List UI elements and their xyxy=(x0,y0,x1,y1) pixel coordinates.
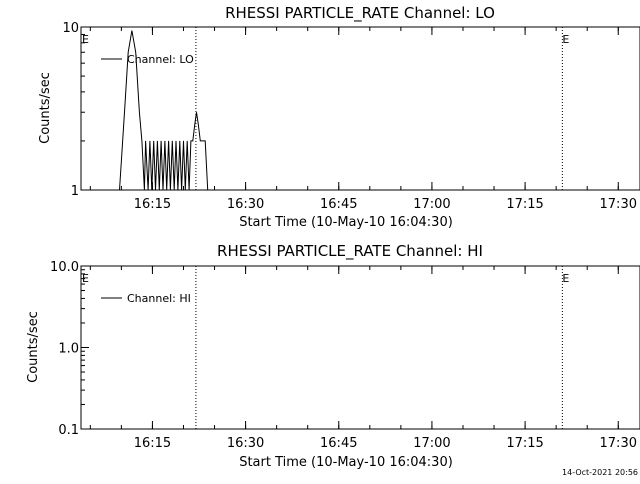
x-tick-label: 16:15 xyxy=(134,436,171,451)
event-marker: E xyxy=(82,33,89,46)
chart-title: RHESSI PARTICLE_RATE Channel: HI xyxy=(217,242,483,261)
x-tick-label: 16:30 xyxy=(227,197,264,212)
y-tick-label: 10 xyxy=(62,21,79,36)
x-tick-label: 17:00 xyxy=(413,436,450,451)
event-marker: E xyxy=(562,33,569,46)
y-tick-label: 10.0 xyxy=(50,260,79,275)
y-axis-label: Counts/sec xyxy=(26,311,41,383)
chart-title: RHESSI PARTICLE_RATE Channel: LO xyxy=(225,4,495,23)
plot-frame xyxy=(80,26,640,191)
panel-lo: RHESSI PARTICLE_RATE Channel: LO Counts/… xyxy=(38,4,640,230)
x-axis-ticks: 16:15 16:30 16:45 17:00 17:15 17:30 xyxy=(89,27,637,212)
legend: Channel: HI xyxy=(101,292,191,305)
event-marker: E xyxy=(562,272,569,285)
plot-frame xyxy=(80,265,640,430)
y-axis-label: Counts/sec xyxy=(38,72,53,144)
time-marker-group xyxy=(195,27,563,190)
x-axis-label: Start Time (10-May-10 16:04:30) xyxy=(239,215,453,230)
y-tick-label: 0.1 xyxy=(58,423,79,438)
x-tick-label: 16:30 xyxy=(227,436,264,451)
x-tick-label: 17:00 xyxy=(413,197,450,212)
series-group xyxy=(115,30,246,191)
legend-label: Channel: HI xyxy=(127,292,191,305)
y-tick-label: 1 xyxy=(71,184,79,199)
x-tick-label: 16:45 xyxy=(320,436,357,451)
legend-label: Channel: LO xyxy=(127,53,194,66)
x-tick-label: 16:15 xyxy=(134,197,171,212)
x-axis-ticks: 16:15 16:30 16:45 17:00 17:15 17:30 xyxy=(89,266,637,451)
y-tick-label: 1.0 xyxy=(58,342,79,357)
y-axis-ticks: 1 10 xyxy=(62,21,89,199)
event-marker: E xyxy=(82,272,89,285)
time-marker-group xyxy=(195,266,563,429)
x-tick-label: 17:15 xyxy=(506,197,543,212)
x-tick-label: 17:30 xyxy=(600,436,637,451)
generation-timestamp: 14-Oct-2021 20:56 xyxy=(562,468,638,477)
y-axis-ticks: 0.1 1.0 10.0 xyxy=(50,260,89,438)
x-tick-label: 16:45 xyxy=(320,197,357,212)
x-tick-label: 17:15 xyxy=(506,436,543,451)
legend: Channel: LO xyxy=(101,53,194,66)
series-line xyxy=(115,30,246,191)
x-axis-label: Start Time (10-May-10 16:04:30) xyxy=(239,455,453,470)
x-tick-label: 17:30 xyxy=(600,197,637,212)
panel-hi: RHESSI PARTICLE_RATE Channel: HI Counts/… xyxy=(26,242,640,470)
